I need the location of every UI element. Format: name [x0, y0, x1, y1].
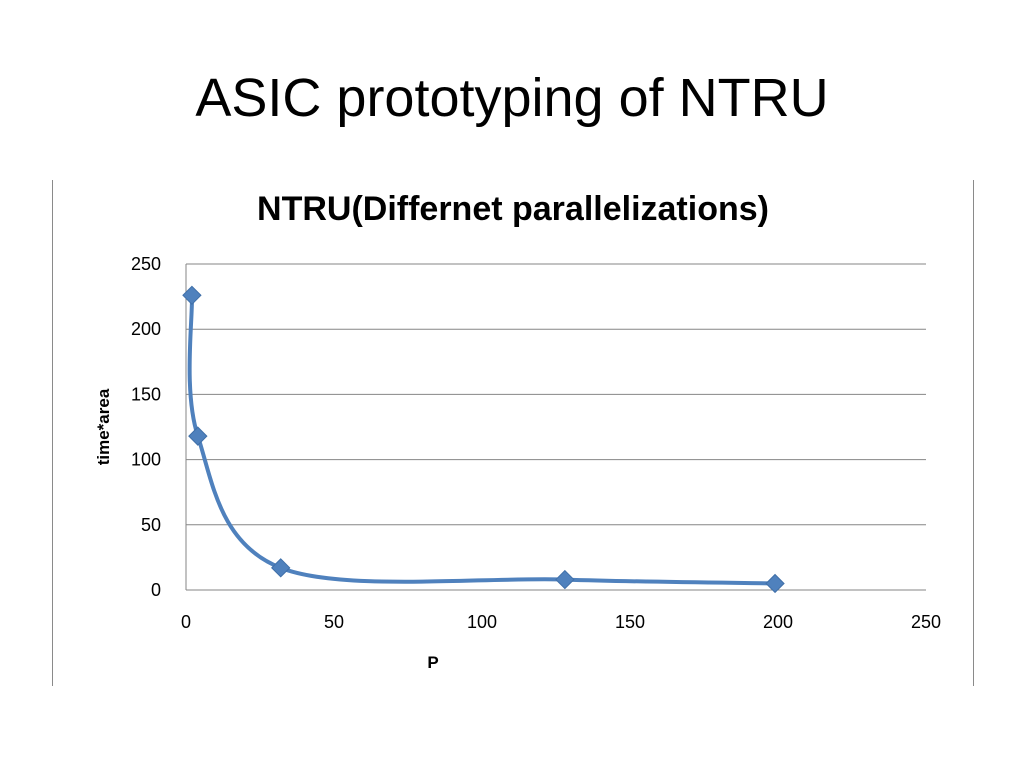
- x-tick-label: 200: [763, 612, 793, 632]
- axes: [185, 264, 926, 591]
- y-tick-label: 200: [131, 319, 161, 339]
- y-tick-label: 0: [151, 580, 161, 600]
- x-tick-label: 0: [181, 612, 191, 632]
- chart: NTRU(Differnet parallelizations) 0 50 100 1…: [94, 190, 941, 672]
- y-tick-label: 250: [131, 254, 161, 274]
- x-tick-label: 50: [324, 612, 344, 632]
- gridlines: [186, 263, 926, 526]
- x-tick-label: 250: [911, 612, 941, 632]
- data-point-marker: [182, 285, 202, 306]
- slide-title: ASIC prototyping of NTRU: [195, 68, 829, 128]
- data-point-marker: [765, 573, 785, 594]
- tick-labels: 0 50 100 150 200 250 0 50 100 150 200 250: [131, 254, 941, 632]
- y-axis-label: time*area: [94, 388, 113, 465]
- chart-title: NTRU(Differnet parallelizations): [257, 190, 769, 228]
- y-tick-label: 100: [131, 450, 161, 470]
- y-tick-label: 50: [141, 515, 161, 535]
- data-point-marker: [555, 569, 575, 590]
- x-tick-label: 100: [467, 612, 497, 632]
- series-line: [187, 295, 776, 586]
- y-tick-label: 150: [131, 384, 161, 404]
- x-tick-label: 150: [615, 612, 645, 632]
- data-point-marker: [271, 558, 291, 578]
- x-axis-label: P: [427, 653, 438, 672]
- chart-frame: NTRU(Differnet parallelizations) 0 50 100 1…: [52, 180, 974, 686]
- series: [182, 285, 785, 594]
- data-point-marker: [188, 426, 208, 446]
